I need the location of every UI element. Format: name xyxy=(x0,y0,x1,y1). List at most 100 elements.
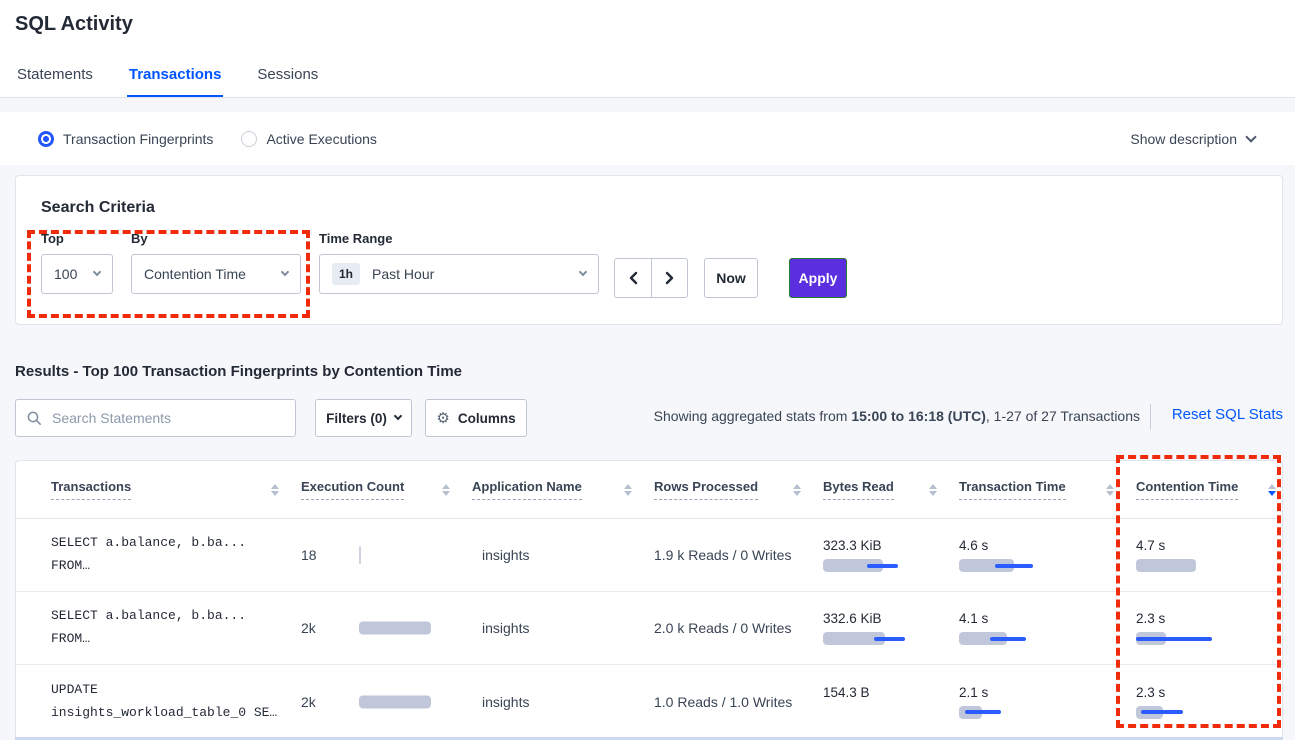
application-name-cell: insights xyxy=(482,693,530,710)
search-statements-box[interactable] xyxy=(15,399,296,437)
column-header-bytes-read[interactable]: Bytes Read xyxy=(823,479,959,500)
page-header: SQL Activity Statements Transactions Ses… xyxy=(0,0,1295,98)
bytes-read-bar xyxy=(823,706,933,719)
application-name-cell: insights xyxy=(482,547,530,563)
filters-button-label: Filters (0) xyxy=(326,410,387,426)
transaction-time-cell: 4.6 s xyxy=(959,538,1136,572)
chevron-down-icon xyxy=(280,267,290,277)
transaction-fingerprint-link[interactable]: UPDATE insights_workload_table_0 SE… xyxy=(51,681,278,720)
execution-count-bar xyxy=(359,619,439,637)
column-header-execution-count[interactable]: Execution Count xyxy=(301,479,472,500)
reset-sql-stats-link[interactable]: Reset SQL Stats xyxy=(1171,406,1283,423)
by-select-value: Contention Time xyxy=(144,266,246,282)
time-range-select[interactable]: 1h Past Hour xyxy=(319,254,599,294)
chevron-down-icon xyxy=(1245,130,1257,143)
prev-time-button[interactable] xyxy=(614,258,651,298)
search-icon xyxy=(27,411,41,425)
next-time-button[interactable] xyxy=(651,258,688,298)
sort-icon[interactable] xyxy=(624,483,632,496)
chevron-down-icon xyxy=(578,267,588,277)
chevron-down-icon xyxy=(393,411,403,421)
results-heading: Results - Top 100 Transaction Fingerprin… xyxy=(15,363,463,380)
search-criteria-heading: Search Criteria xyxy=(41,199,155,216)
sort-icon-active-desc[interactable] xyxy=(1268,483,1276,496)
search-statements-input[interactable] xyxy=(50,409,285,427)
column-header-transactions[interactable]: Transactions xyxy=(51,479,301,500)
transaction-fingerprint-link[interactable]: SELECT a.balance, b.ba... FROM… xyxy=(51,608,247,646)
transaction-fingerprint-link[interactable]: SELECT a.balance, b.ba... FROM… xyxy=(51,535,247,573)
transaction-time-bar xyxy=(959,705,1069,719)
aggregated-stats-text: Showing aggregated stats from 15:00 to 1… xyxy=(653,408,1140,424)
table-header-row: Transactions Execution Count Application… xyxy=(16,461,1282,519)
sort-icon[interactable] xyxy=(793,483,801,496)
rows-processed-cell: 2.0 k Reads / 0 Writes xyxy=(654,620,792,636)
execution-count-cell: 2k xyxy=(301,619,472,637)
columns-button-label: Columns xyxy=(457,410,516,426)
stats-time-range: 15:00 to 16:18 (UTC) xyxy=(851,408,986,424)
view-radio-group: Transaction Fingerprints Active Executio… xyxy=(38,130,377,147)
sort-icon[interactable] xyxy=(442,483,450,496)
execution-count-cell: 2k xyxy=(301,693,472,711)
columns-button[interactable]: ⚙ Columns xyxy=(425,399,527,437)
filters-button[interactable]: Filters (0) xyxy=(315,399,412,437)
column-header-application-name[interactable]: Application Name xyxy=(472,479,654,500)
application-name-cell: insights xyxy=(482,620,530,636)
tab-bar: Statements Transactions Sessions xyxy=(15,56,320,97)
search-criteria-card: Search Criteria Top 100 By Contention Ti… xyxy=(15,175,1283,325)
chevron-right-icon xyxy=(665,271,674,285)
bytes-read-cell: 154.3 B xyxy=(823,685,959,719)
table-row[interactable]: UPDATE insights_workload_table_0 SE… 2k … xyxy=(16,665,1282,738)
contention-time-bar xyxy=(1136,632,1246,645)
time-range-value: Past Hour xyxy=(372,266,435,282)
chevron-down-icon xyxy=(92,267,102,277)
top-select[interactable]: 100 xyxy=(41,254,113,294)
rows-processed-cell: 1.0 Reads / 1.0 Writes xyxy=(654,693,793,710)
radio-selected-icon xyxy=(38,130,54,147)
execution-count-bar xyxy=(359,546,439,564)
column-header-transaction-time[interactable]: Transaction Time xyxy=(959,479,1136,500)
bytes-read-bar xyxy=(823,559,933,572)
show-description-label: Show description xyxy=(1130,130,1237,147)
sort-icon[interactable] xyxy=(1106,483,1114,496)
table-row[interactable]: SELECT a.balance, b.ba... FROM… 18 insig… xyxy=(16,519,1282,592)
transactions-table: Transactions Execution Count Application… xyxy=(15,460,1283,740)
tab-statements[interactable]: Statements xyxy=(17,66,93,83)
by-select[interactable]: Contention Time xyxy=(131,254,301,294)
top-field-label: Top xyxy=(41,231,64,246)
radio-label: Transaction Fingerprints xyxy=(63,130,214,147)
bytes-read-cell: 323.3 KiB xyxy=(823,538,959,572)
execution-count-bar xyxy=(359,693,439,711)
time-range-label: Time Range xyxy=(319,231,393,246)
contention-time-cell: 4.7 s xyxy=(1136,538,1282,572)
time-range-badge: 1h xyxy=(332,263,361,285)
column-header-contention-time[interactable]: Contention Time xyxy=(1136,479,1282,500)
view-toggle-bar: Transaction Fingerprints Active Executio… xyxy=(0,112,1295,165)
contention-time-cell: 2.3 s xyxy=(1136,685,1282,719)
tab-sessions[interactable]: Sessions xyxy=(257,66,319,83)
time-range-field: Time Range 1h Past Hour xyxy=(319,231,599,294)
now-button[interactable]: Now xyxy=(704,258,758,298)
radio-active-executions[interactable]: Active Executions xyxy=(241,130,377,147)
transaction-time-bar xyxy=(959,559,1069,572)
transaction-time-bar xyxy=(959,632,1069,645)
rows-processed-cell: 1.9 k Reads / 0 Writes xyxy=(654,547,792,563)
radio-transaction-fingerprints[interactable]: Transaction Fingerprints xyxy=(38,130,214,147)
gear-icon: ⚙ xyxy=(436,410,450,427)
chevron-left-icon xyxy=(629,271,637,285)
execution-count-cell: 18 xyxy=(301,546,472,564)
page-title: SQL Activity xyxy=(15,13,133,35)
bytes-read-bar xyxy=(823,632,933,645)
next-row-edge xyxy=(15,737,1283,740)
apply-button[interactable]: Apply xyxy=(789,258,847,298)
time-range-arrows xyxy=(614,258,688,298)
sort-icon[interactable] xyxy=(929,483,937,496)
sort-icon[interactable] xyxy=(271,483,279,496)
column-header-rows-processed[interactable]: Rows Processed xyxy=(654,479,823,500)
table-row[interactable]: SELECT a.balance, b.ba... FROM… 2k insig… xyxy=(16,592,1282,665)
tab-transactions[interactable]: Transactions xyxy=(126,56,224,97)
show-description-toggle[interactable]: Show description xyxy=(1130,130,1257,147)
top-select-value: 100 xyxy=(54,266,78,282)
by-field-label: By xyxy=(131,231,148,246)
transaction-time-cell: 2.1 s xyxy=(959,685,1136,719)
